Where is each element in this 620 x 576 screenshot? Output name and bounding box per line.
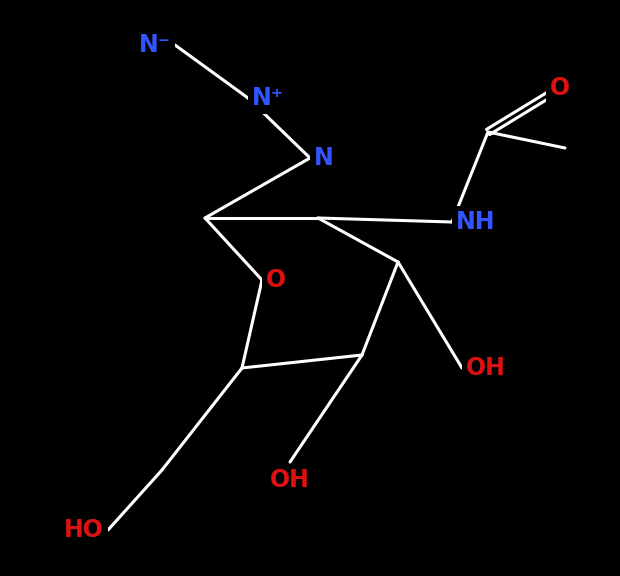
- Text: N: N: [314, 146, 334, 170]
- Text: NH: NH: [456, 210, 495, 234]
- Text: O: O: [550, 76, 570, 100]
- Text: HO: HO: [64, 518, 104, 542]
- Text: OH: OH: [466, 356, 506, 380]
- Text: OH: OH: [270, 468, 310, 492]
- Text: N⁺: N⁺: [252, 86, 284, 110]
- Text: O: O: [266, 268, 286, 292]
- Text: N⁻: N⁻: [139, 33, 171, 57]
